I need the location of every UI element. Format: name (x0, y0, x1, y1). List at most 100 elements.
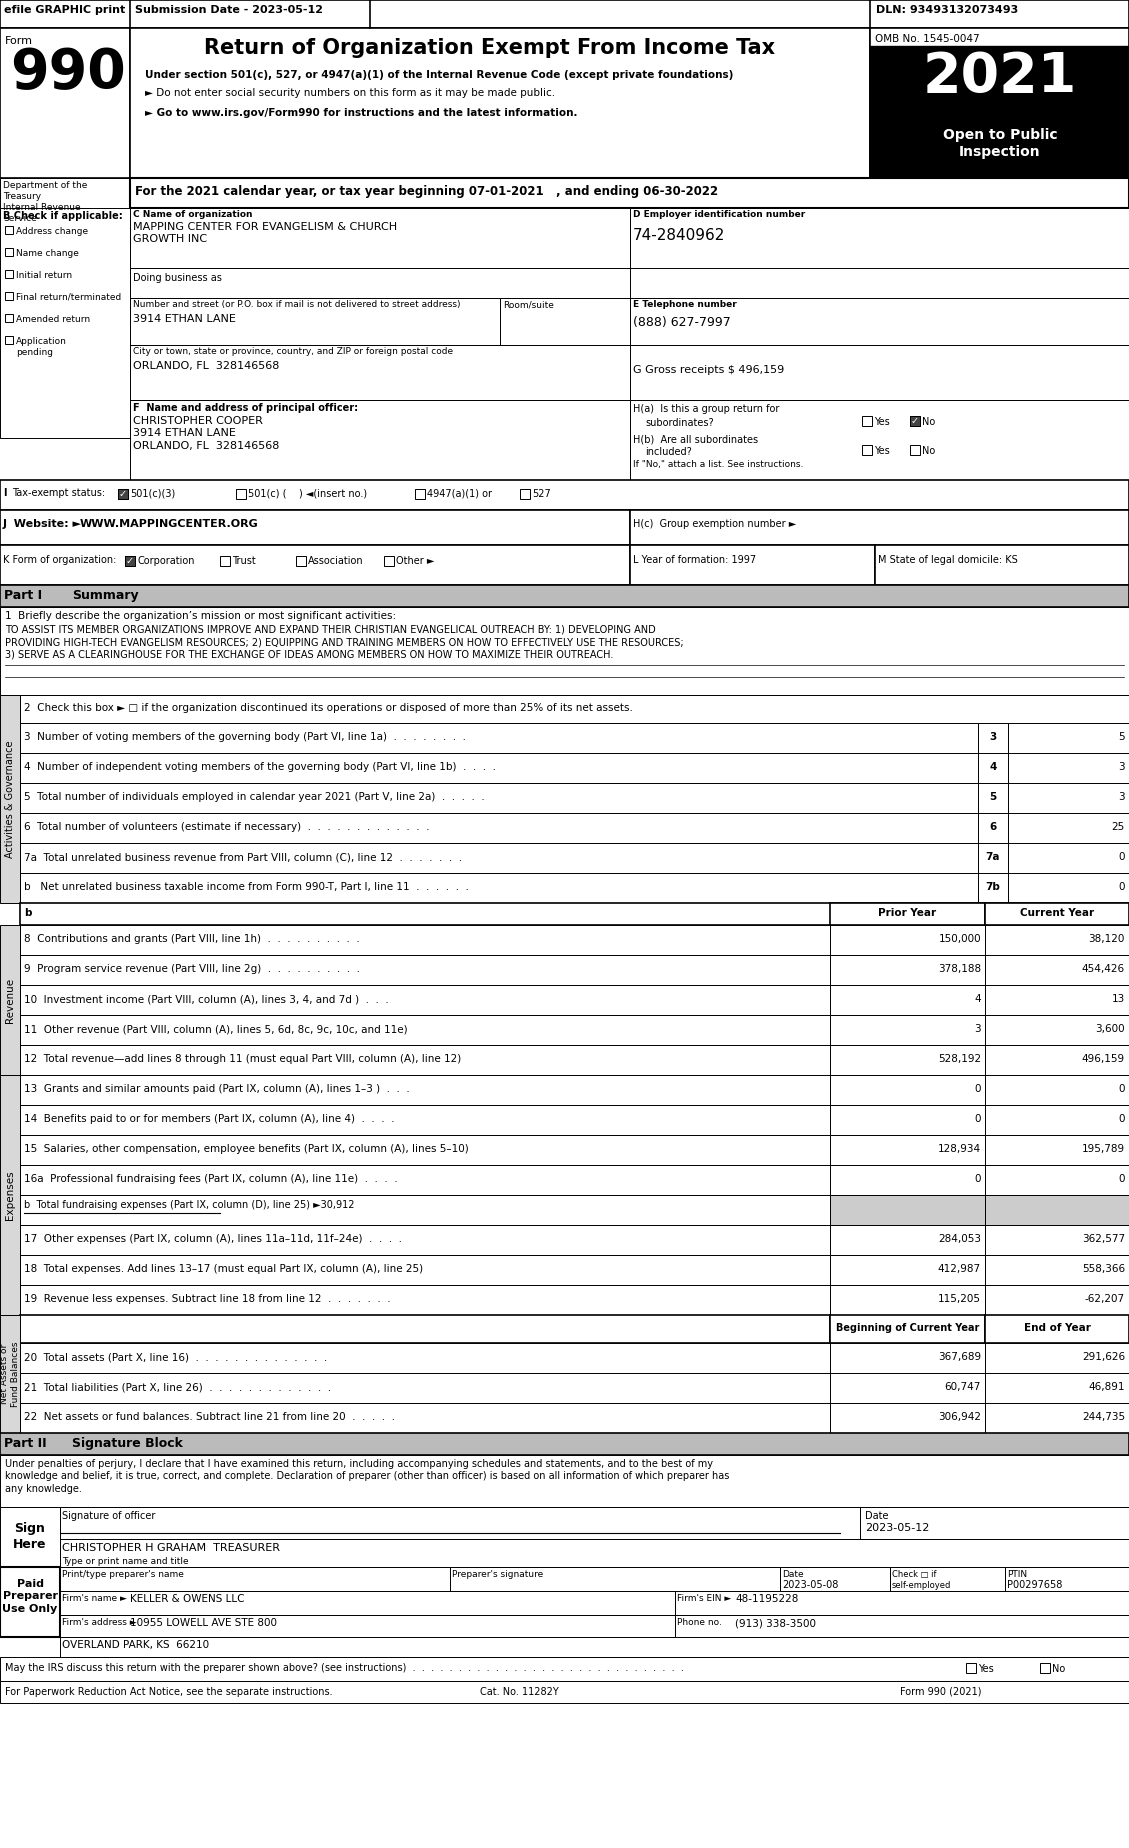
Text: Under section 501(c), 527, or 4947(a)(1) of the Internal Revenue Code (except pr: Under section 501(c), 527, or 4947(a)(1)… (145, 70, 734, 79)
Text: P00297658: P00297658 (1007, 1580, 1062, 1589)
Text: 7a: 7a (986, 852, 1000, 861)
Text: Current Year: Current Year (1019, 907, 1094, 918)
Text: Other ►: Other ► (396, 556, 435, 565)
Text: Submission Date - 2023-05-12: Submission Date - 2023-05-12 (135, 6, 323, 15)
Bar (0, 1432, 1129, 1454)
Text: 4: 4 (989, 761, 997, 772)
Bar (1040, 1663, 1050, 1672)
Text: 2023-05-12: 2023-05-12 (865, 1523, 929, 1534)
Bar (5, 292, 14, 299)
Bar (60, 1567, 450, 1591)
Bar (0, 606, 1129, 695)
Text: Preparer's signature: Preparer's signature (452, 1571, 543, 1578)
Text: Yes: Yes (978, 1663, 994, 1674)
Text: 16a  Professional fundraising fees (Part IX, column (A), line 11e)  .  .  .  .: 16a Professional fundraising fees (Part … (24, 1173, 397, 1185)
Text: 1  Briefly describe the organization’s mission or most significant activities:: 1 Briefly describe the organization’s mi… (5, 612, 396, 621)
Bar (830, 1164, 984, 1196)
Bar (870, 46, 1129, 118)
Text: CHRISTOPHER COOPER
3914 ETHAN LANE
ORLANDO, FL  328146568: CHRISTOPHER COOPER 3914 ETHAN LANE ORLAN… (133, 416, 279, 451)
Bar (5, 248, 14, 257)
Text: 412,987: 412,987 (938, 1264, 981, 1273)
Text: For the 2021 calendar year, or tax year beginning 07-01-2021   , and ending 06-3: For the 2021 calendar year, or tax year … (135, 185, 718, 198)
Bar (130, 346, 630, 399)
Bar (0, 0, 1129, 28)
Text: No: No (1052, 1663, 1066, 1674)
Text: 13  Grants and similar amounts paid (Part IX, column (A), lines 1–3 )  .  .  .: 13 Grants and similar amounts paid (Part… (24, 1085, 410, 1094)
Text: Expenses: Expenses (5, 1170, 15, 1220)
Bar (830, 1196, 984, 1225)
Bar (60, 1539, 1129, 1567)
Bar (984, 1316, 1129, 1343)
Bar (830, 1225, 984, 1255)
Bar (830, 955, 984, 985)
Text: 0: 0 (974, 1173, 981, 1185)
Bar (978, 843, 1008, 872)
Text: subordinates?: subordinates? (645, 418, 714, 429)
Text: 501(c)(3): 501(c)(3) (130, 490, 175, 499)
Text: 3: 3 (974, 1024, 981, 1035)
Bar (910, 416, 920, 427)
Text: KELLER & OWENS LLC: KELLER & OWENS LLC (130, 1595, 245, 1604)
Bar (1008, 872, 1129, 904)
Bar (0, 545, 630, 586)
Bar (890, 1567, 1005, 1591)
Text: Prior Year: Prior Year (878, 907, 937, 918)
Text: 528,192: 528,192 (938, 1053, 981, 1064)
Text: Net Assets or
Fund Balances: Net Assets or Fund Balances (0, 1342, 19, 1406)
Bar (130, 399, 630, 480)
Bar (630, 399, 1129, 480)
Bar (60, 1591, 675, 1615)
Bar (630, 545, 875, 586)
Bar (0, 926, 20, 1076)
Text: B Check if applicable:: B Check if applicable: (3, 211, 123, 222)
Text: Corporation: Corporation (137, 556, 194, 565)
Bar (296, 556, 306, 565)
Bar (875, 545, 1129, 586)
Text: For Paperwork Reduction Act Notice, see the separate instructions.: For Paperwork Reduction Act Notice, see … (5, 1687, 333, 1696)
Bar (870, 28, 1129, 177)
Bar (984, 1044, 1129, 1076)
Bar (984, 926, 1129, 955)
Text: If "No," attach a list. See instructions.: If "No," attach a list. See instructions… (633, 460, 804, 469)
Text: 2  Check this box ► □ if the organization discontinued its operations or dispose: 2 Check this box ► □ if the organization… (24, 702, 633, 713)
Text: 5  Total number of individuals employed in calendar year 2021 (Part V, line 2a) : 5 Total number of individuals employed i… (24, 793, 484, 802)
Text: 6  Total number of volunteers (estimate if necessary)  .  .  .  .  .  .  .  .  .: 6 Total number of volunteers (estimate i… (24, 822, 429, 832)
Text: b  Total fundraising expenses (Part IX, column (D), line 25) ►30,912: b Total fundraising expenses (Part IX, c… (24, 1199, 355, 1210)
Text: End of Year: End of Year (1024, 1323, 1091, 1332)
Text: 5: 5 (989, 793, 997, 802)
Text: 60,747: 60,747 (945, 1382, 981, 1392)
Bar (130, 28, 870, 177)
Text: Print/type preparer's name: Print/type preparer's name (62, 1571, 184, 1578)
Bar (20, 926, 830, 955)
Bar (0, 695, 20, 904)
Text: 19  Revenue less expenses. Subtract line 18 from line 12  .  .  .  .  .  .  .: 19 Revenue less expenses. Subtract line … (24, 1294, 391, 1305)
Bar (384, 556, 394, 565)
Bar (830, 1255, 984, 1284)
Bar (20, 1164, 830, 1196)
Text: 0: 0 (1119, 1173, 1124, 1185)
Bar (984, 1196, 1129, 1225)
Bar (910, 416, 920, 427)
Text: ► Do not enter social security numbers on this form as it may be made public.: ► Do not enter social security numbers o… (145, 89, 555, 98)
Text: 150,000: 150,000 (938, 933, 981, 944)
Text: ✓: ✓ (119, 490, 128, 499)
Bar (500, 298, 630, 346)
Bar (236, 490, 246, 499)
Text: 362,577: 362,577 (1082, 1234, 1124, 1244)
Text: Firm's name ►: Firm's name ► (62, 1595, 126, 1602)
Text: 6: 6 (989, 822, 997, 832)
Bar (966, 1663, 975, 1672)
Bar (119, 490, 128, 499)
Bar (1008, 813, 1129, 843)
Text: M State of legal domicile: KS: M State of legal domicile: KS (878, 554, 1017, 565)
Bar (5, 336, 14, 344)
Bar (984, 1373, 1129, 1403)
Bar (0, 1506, 60, 1567)
Bar (1005, 1567, 1129, 1591)
Bar (978, 752, 1008, 784)
Text: Activities & Governance: Activities & Governance (5, 741, 15, 857)
Text: Part I: Part I (5, 590, 42, 602)
Text: CHRISTOPHER H GRAHAM  TREASURER: CHRISTOPHER H GRAHAM TREASURER (62, 1543, 280, 1552)
Bar (0, 1658, 1129, 1682)
Bar (830, 1135, 984, 1164)
